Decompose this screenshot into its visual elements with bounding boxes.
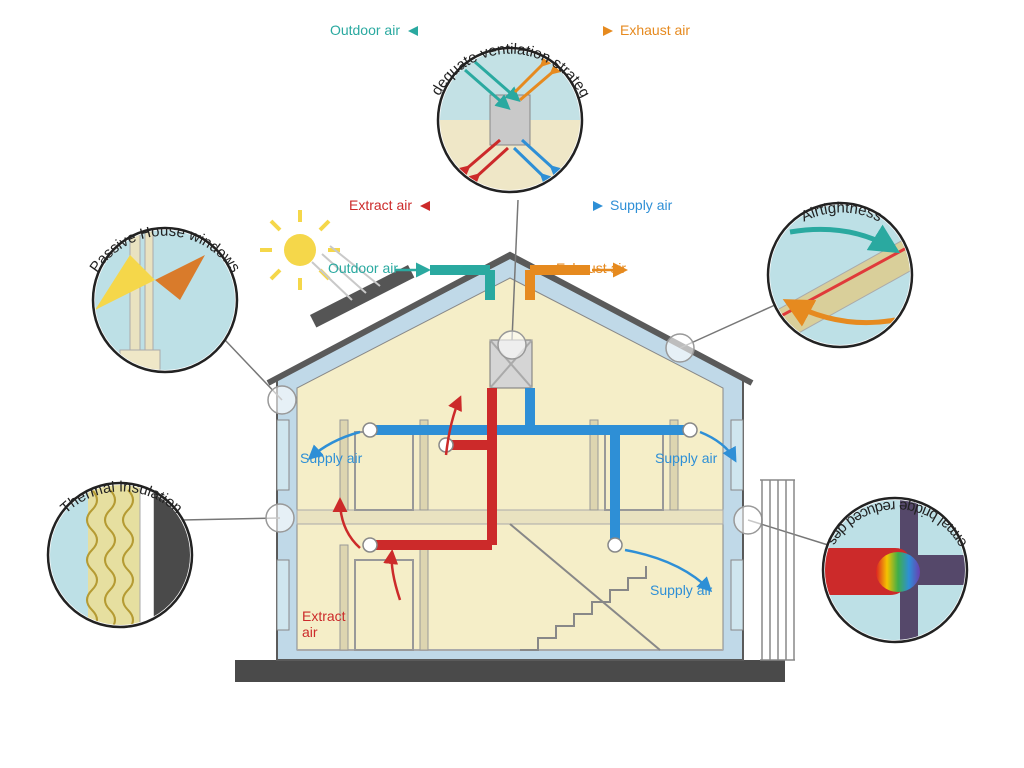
exterior-grille: [760, 480, 795, 660]
sun-icon: [260, 210, 380, 300]
hrv-extract-label: Extract air: [349, 197, 412, 213]
outdoor-air-roof-label: Outdoor air: [328, 260, 398, 276]
supply-air-upper-left-label: Supply air: [300, 450, 362, 466]
detail-insulation: Thermal insulation: [48, 478, 192, 630]
supply-air-upper-right-label: Supply air: [655, 450, 717, 466]
hrv-supply-label: Supply air: [610, 197, 673, 213]
hrv-side-labels: Extract air Supply air: [349, 197, 673, 213]
detail-airtightness: Airtightness: [768, 199, 912, 350]
supply-air-lower-right-label: Supply air: [650, 582, 712, 598]
diagram-canvas: Adequate ventilation strategy Passive Ho…: [0, 0, 1024, 768]
legend-exhaust-label: Exhaust air: [620, 22, 690, 38]
exhaust-air-roof-label: Exhaust air: [556, 260, 626, 276]
detail-ventilation: Adequate ventilation strategy: [0, 0, 593, 192]
legend-top: Outdoor air Exhaust air: [330, 22, 690, 38]
detail-windows: Passive House windows: [86, 223, 243, 372]
extract-air-label: Extract air: [302, 608, 346, 640]
legend-outdoor-label: Outdoor air: [330, 22, 400, 38]
